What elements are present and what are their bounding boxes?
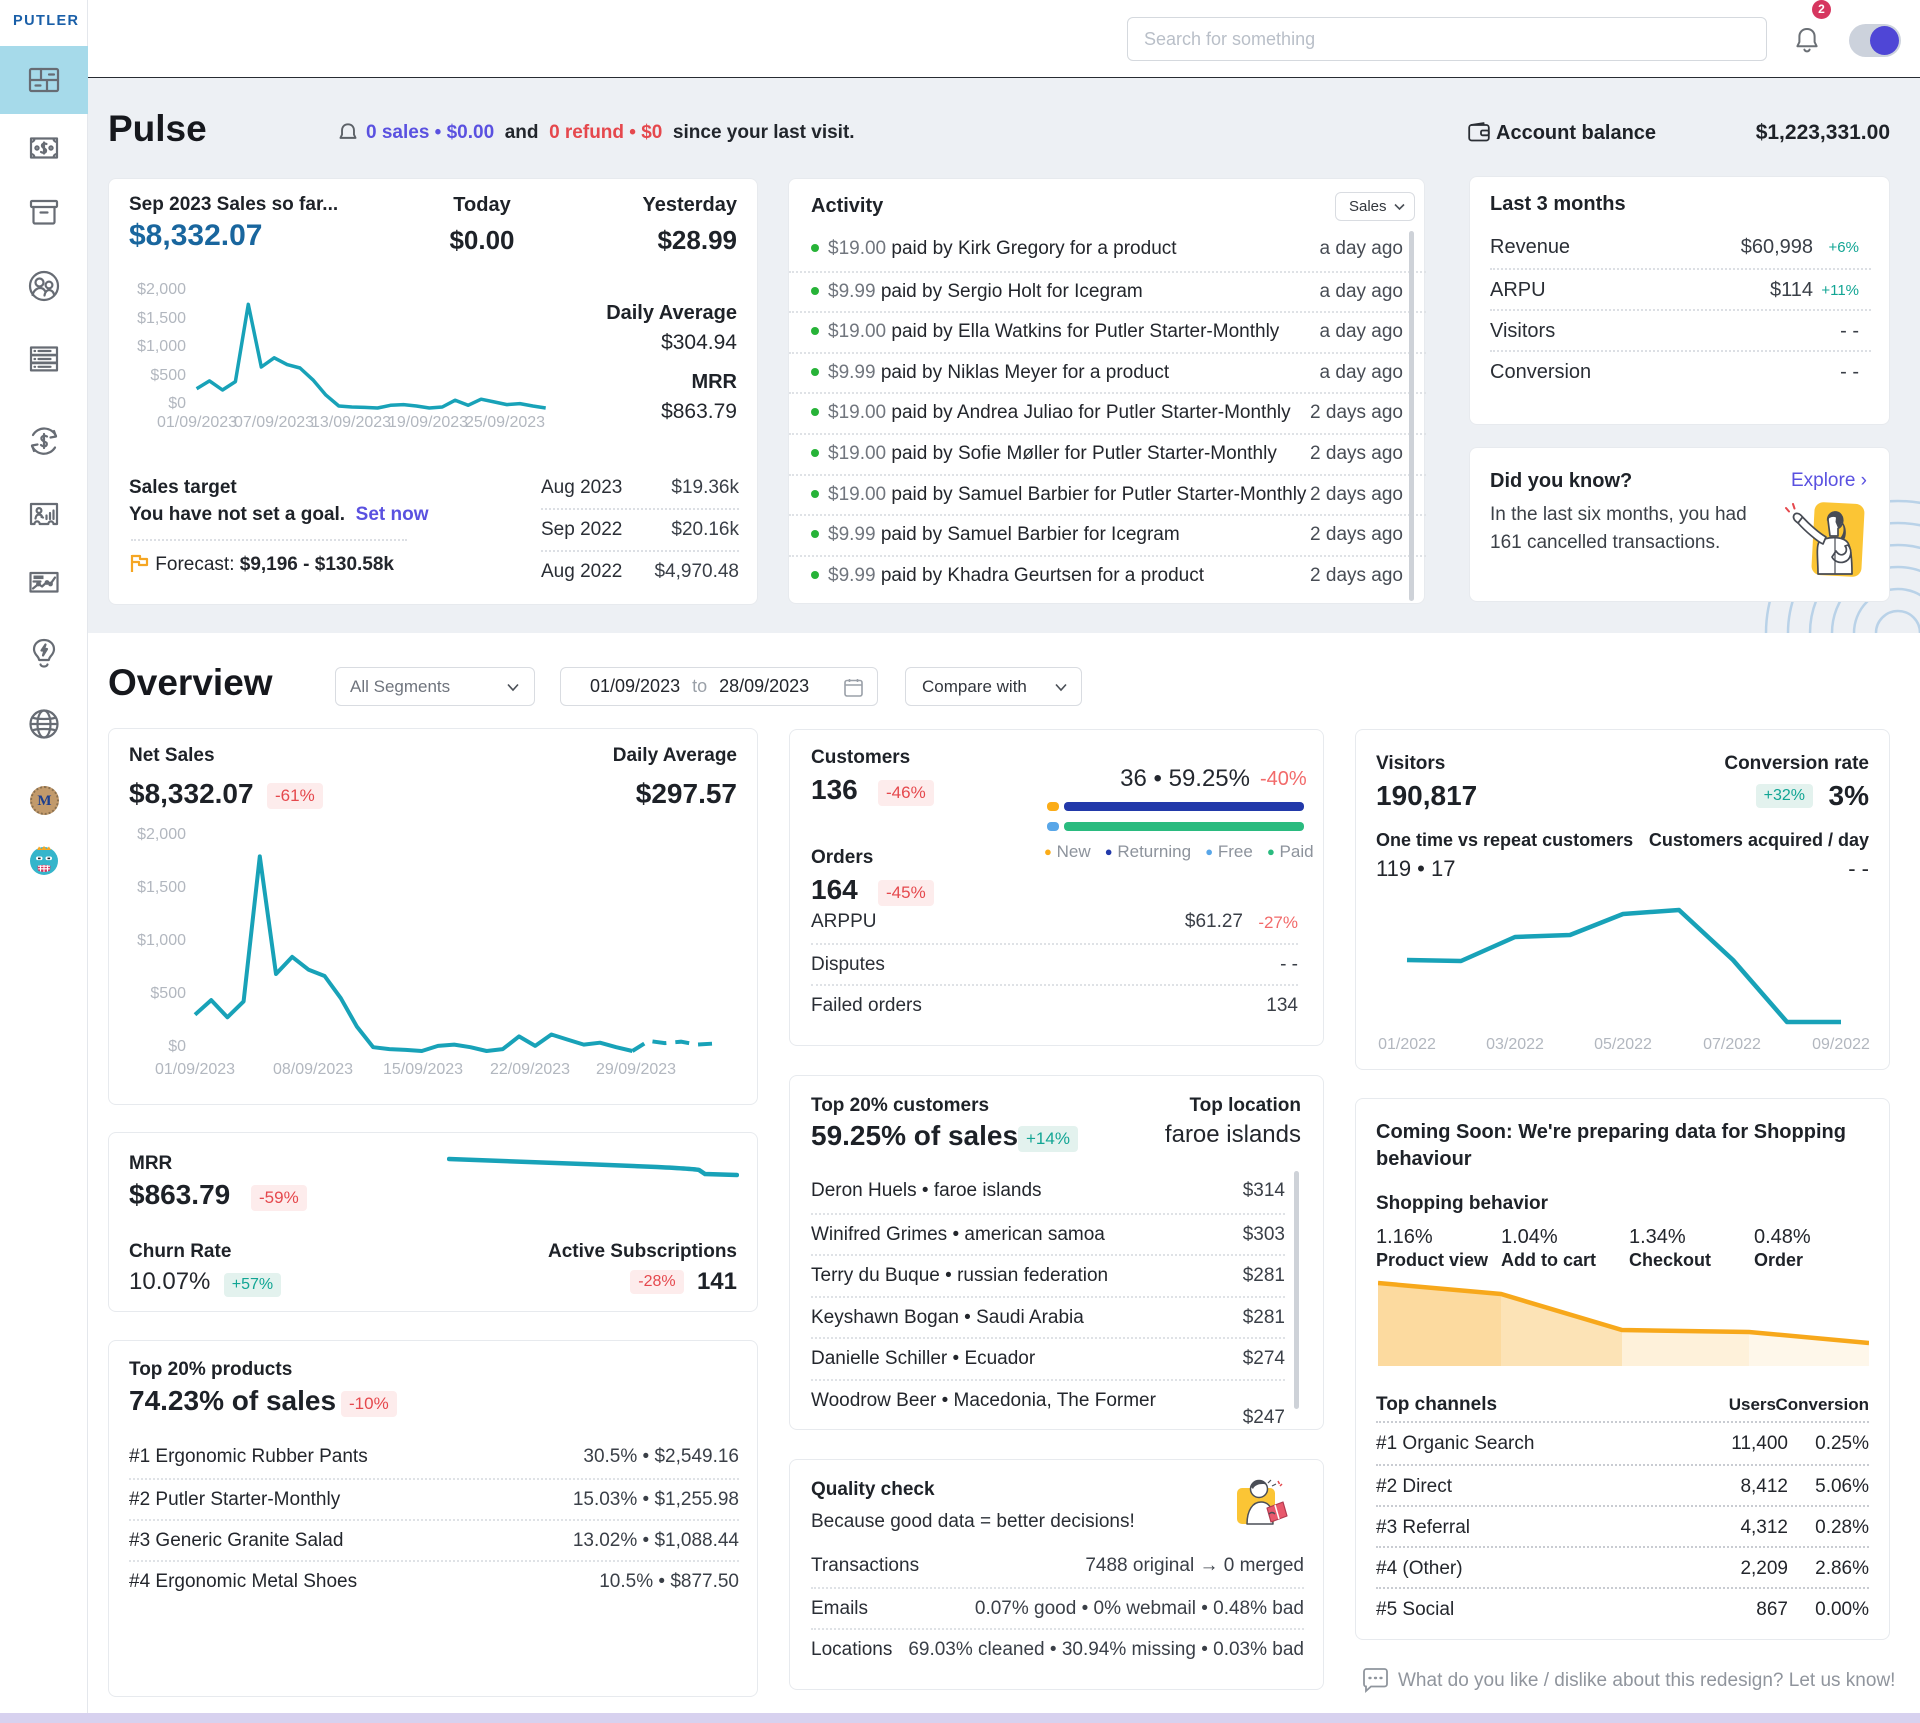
svg-text:$500: $500 <box>150 367 186 384</box>
svg-text:07/2022: 07/2022 <box>1703 1036 1761 1053</box>
svg-text:13/09/2023: 13/09/2023 <box>311 414 391 431</box>
svg-text:19/09/2023: 19/09/2023 <box>388 414 468 431</box>
svg-text:$1,500: $1,500 <box>137 879 186 896</box>
svg-text:05/2022: 05/2022 <box>1594 1036 1652 1053</box>
svg-text:25/09/2023: 25/09/2023 <box>465 414 545 431</box>
svg-text:$500: $500 <box>150 985 186 1002</box>
svg-text:$0: $0 <box>168 1038 186 1055</box>
svg-text:$0: $0 <box>168 395 186 412</box>
svg-text:15/09/2023: 15/09/2023 <box>383 1061 463 1078</box>
svg-text:29/09/2023: 29/09/2023 <box>596 1061 676 1078</box>
svg-text:$2,000: $2,000 <box>137 826 186 843</box>
svg-text:01/2022: 01/2022 <box>1378 1036 1436 1053</box>
svg-text:$1,000: $1,000 <box>137 338 186 355</box>
svg-text:03/2022: 03/2022 <box>1486 1036 1544 1053</box>
svg-text:07/09/2023: 07/09/2023 <box>234 414 314 431</box>
svg-text:$1,500: $1,500 <box>137 310 186 327</box>
svg-text:09/2022: 09/2022 <box>1812 1036 1870 1053</box>
svg-text:$1,000: $1,000 <box>137 932 186 949</box>
svg-text:01/09/2023: 01/09/2023 <box>155 1061 235 1078</box>
svg-text:08/09/2023: 08/09/2023 <box>273 1061 353 1078</box>
svg-text:22/09/2023: 22/09/2023 <box>490 1061 570 1078</box>
svg-text:$2,000: $2,000 <box>137 281 186 298</box>
svg-text:01/09/2023: 01/09/2023 <box>157 414 237 431</box>
